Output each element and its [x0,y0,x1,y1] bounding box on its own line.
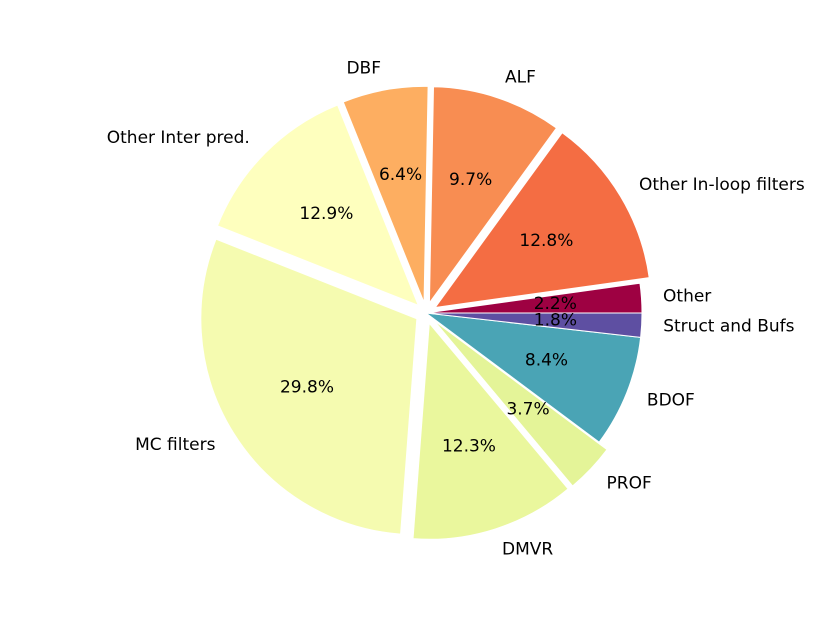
category-label-other-inter-pred: Other Inter pred. [107,128,250,148]
pie-slice-struct-and-bufs [425,312,643,338]
pct-label-other-inter-pred: 12.9% [299,204,353,224]
category-label-dbf: DBF [346,59,381,79]
category-labels: Other Other In-loop filters ALF DBF Other In… [107,59,805,560]
pie-slices [200,85,650,540]
category-label-dmvr: DMVR [502,539,553,559]
percentage-labels: 2.2% 12.8% 9.7% 6.4% 12.9% 29.8% 12.3% 3.7% 8.4%… [280,165,577,457]
pie-slice-other-in-loop-filters [434,131,650,309]
category-label-alf: ALF [505,67,536,87]
category-label-mc-filters: MC filters [135,435,215,455]
pct-label-prof: 3.7% [506,399,549,419]
pie-slice-other-inter-pred [216,104,420,307]
pie-slice-alf [428,86,558,305]
category-label-other: Other [663,287,711,307]
pie-slice-mc-filters [200,238,418,535]
pct-label-mc-filters: 29.8% [280,377,334,397]
pct-label-struct-and-bufs: 1.8% [534,310,577,330]
category-label-bdof: BDOF [647,390,695,410]
pct-label-dmvr: 12.3% [442,437,496,457]
category-label-prof: PROF [607,474,652,494]
pct-label-dbf: 6.4% [379,165,422,185]
pct-label-other-in-loop-filters: 12.8% [519,231,573,251]
pct-label-bdof: 8.4% [525,351,568,371]
pie-slice-dmvr [412,322,569,540]
category-label-struct-and-bufs: Struct and Bufs [663,316,794,336]
pct-label-other: 2.2% [534,294,577,314]
category-label-other-in-loop-filters: Other In-loop filters [639,175,805,195]
pie-slice-dbf [342,85,429,303]
pie-slice-bdof [424,312,642,443]
pct-label-alf: 9.7% [449,170,492,190]
pie-slice-prof [433,320,608,487]
